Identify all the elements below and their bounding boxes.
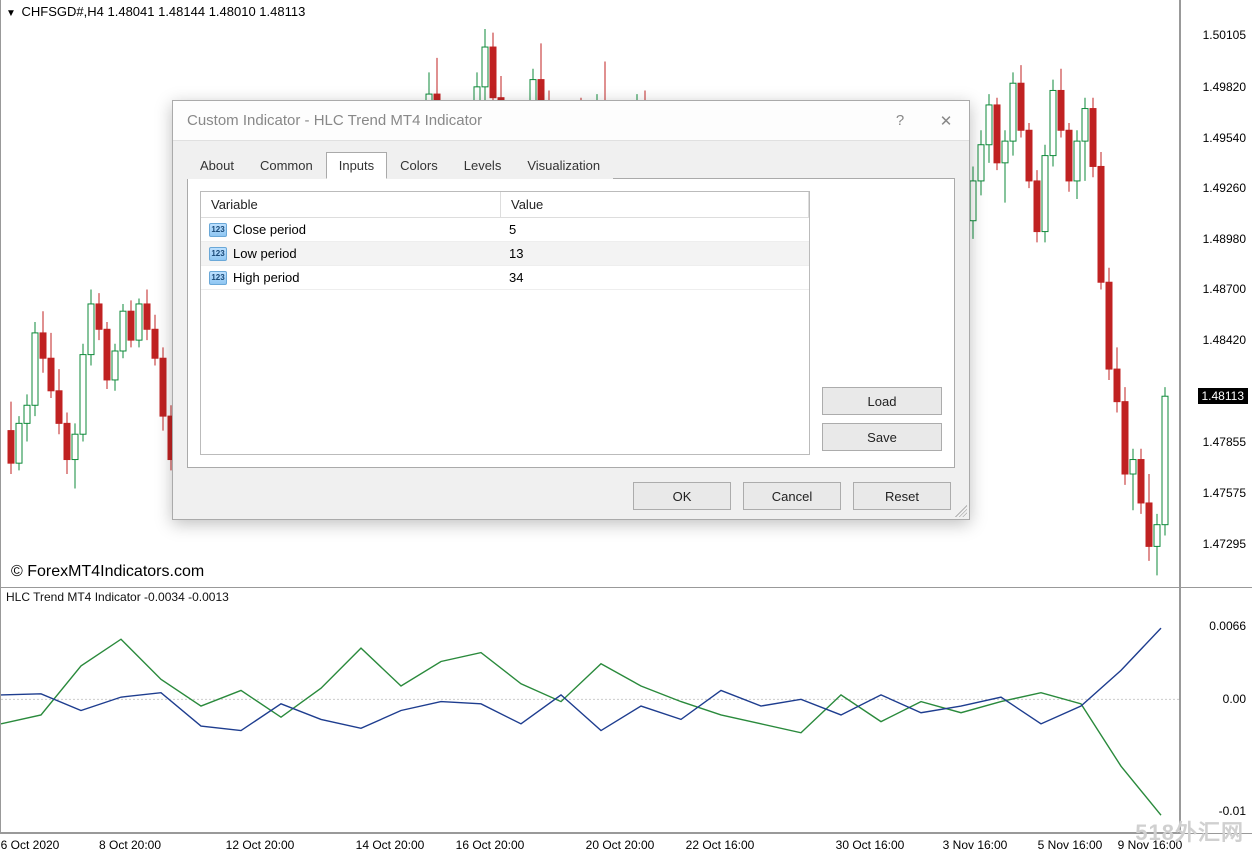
price-tick: 1.49540: [1203, 131, 1246, 145]
parameters-table[interactable]: Variable Value 123 Close period 5 123 Low pe…: [200, 191, 810, 455]
time-tick: 12 Oct 20:00: [226, 838, 295, 852]
reset-button[interactable]: Reset: [853, 482, 951, 510]
save-button[interactable]: Save: [822, 423, 942, 451]
number-icon: 123: [209, 223, 227, 237]
time-tick: 22 Oct 16:00: [686, 838, 755, 852]
dropdown-icon[interactable]: ▼: [6, 8, 16, 19]
table-row[interactable]: 123 High period 34: [201, 266, 809, 290]
indicator-properties-dialog: Custom Indicator - HLC Trend MT4 Indicat…: [172, 100, 970, 520]
load-button[interactable]: Load: [822, 387, 942, 415]
time-tick: 3 Nov 16:00: [943, 838, 1008, 852]
price-tick: 1.48420: [1203, 333, 1246, 347]
indicator-svg: [1, 588, 1181, 833]
time-tick: 5 Nov 16:00: [1038, 838, 1103, 852]
table-row[interactable]: 123 Low period 13: [201, 242, 809, 266]
indicator-axis: 0.00660.00-0.01: [1180, 588, 1252, 833]
tab-inputs[interactable]: Inputs: [326, 152, 387, 179]
time-tick: 8 Oct 20:00: [99, 838, 161, 852]
indicator-tick: 0.00: [1223, 692, 1246, 706]
ok-button[interactable]: OK: [633, 482, 731, 510]
price-tick: 1.47855: [1203, 435, 1246, 449]
close-icon[interactable]: ✕: [923, 101, 969, 140]
current-price-box: 1.48113: [1198, 388, 1249, 404]
time-axis: 6 Oct 2020 8 Oct 20:00 12 Oct 20:00 14 Oct …: [0, 833, 1252, 861]
footer-watermark: 518外汇网: [1135, 815, 1244, 847]
indicator-tick: 0.0066: [1209, 619, 1246, 633]
price-tick: 1.50105: [1203, 28, 1246, 42]
param-value[interactable]: 34: [501, 266, 809, 289]
watermark: © ForexMT4Indicators.com: [11, 563, 204, 581]
dialog-tabs: AboutCommonInputsColorsLevelsVisualizati…: [173, 141, 969, 178]
tab-colors[interactable]: Colors: [387, 152, 451, 179]
indicator-pane[interactable]: [0, 588, 1180, 833]
tab-levels[interactable]: Levels: [451, 152, 515, 179]
param-label: Low period: [233, 246, 297, 261]
param-label: High period: [233, 270, 300, 285]
price-tick: 1.47575: [1203, 486, 1246, 500]
param-value[interactable]: 5: [501, 218, 809, 241]
help-icon[interactable]: ?: [877, 101, 923, 140]
price-tick: 1.49260: [1203, 181, 1246, 195]
number-icon: 123: [209, 271, 227, 285]
dialog-title: Custom Indicator - HLC Trend MT4 Indicat…: [187, 112, 482, 129]
time-tick: 14 Oct 20:00: [356, 838, 425, 852]
price-axis: 1.50105 1.49820 1.49540 1.49260 1.48980 1.487…: [1180, 0, 1252, 588]
cancel-button[interactable]: Cancel: [743, 482, 841, 510]
number-icon: 123: [209, 247, 227, 261]
tab-about[interactable]: About: [187, 152, 247, 179]
tab-common[interactable]: Common: [247, 152, 326, 179]
time-tick: 16 Oct 20:00: [456, 838, 525, 852]
chart-header: ▼ CHFSGD#,H4 1.48041 1.48144 1.48010 1.4…: [6, 4, 305, 19]
resize-grip-icon[interactable]: [955, 505, 967, 517]
time-tick: 6 Oct 2020: [1, 838, 60, 852]
time-tick: 30 Oct 16:00: [836, 838, 905, 852]
price-tick: 1.48980: [1203, 232, 1246, 246]
param-value[interactable]: 13: [501, 242, 809, 265]
param-label: Close period: [233, 222, 306, 237]
table-row[interactable]: 123 Close period 5: [201, 218, 809, 242]
tab-content: Variable Value 123 Close period 5 123 Low pe…: [187, 178, 955, 468]
column-header-value[interactable]: Value: [501, 192, 809, 217]
price-tick: 1.49820: [1203, 80, 1246, 94]
indicator-header: HLC Trend MT4 Indicator -0.0034 -0.0013: [6, 590, 229, 604]
price-tick: 1.47295: [1203, 537, 1246, 551]
price-tick: 1.48700: [1203, 282, 1246, 296]
dialog-titlebar[interactable]: Custom Indicator - HLC Trend MT4 Indicat…: [173, 101, 969, 141]
tab-visualization[interactable]: Visualization: [514, 152, 613, 179]
time-tick: 20 Oct 20:00: [586, 838, 655, 852]
column-header-variable[interactable]: Variable: [201, 192, 501, 217]
